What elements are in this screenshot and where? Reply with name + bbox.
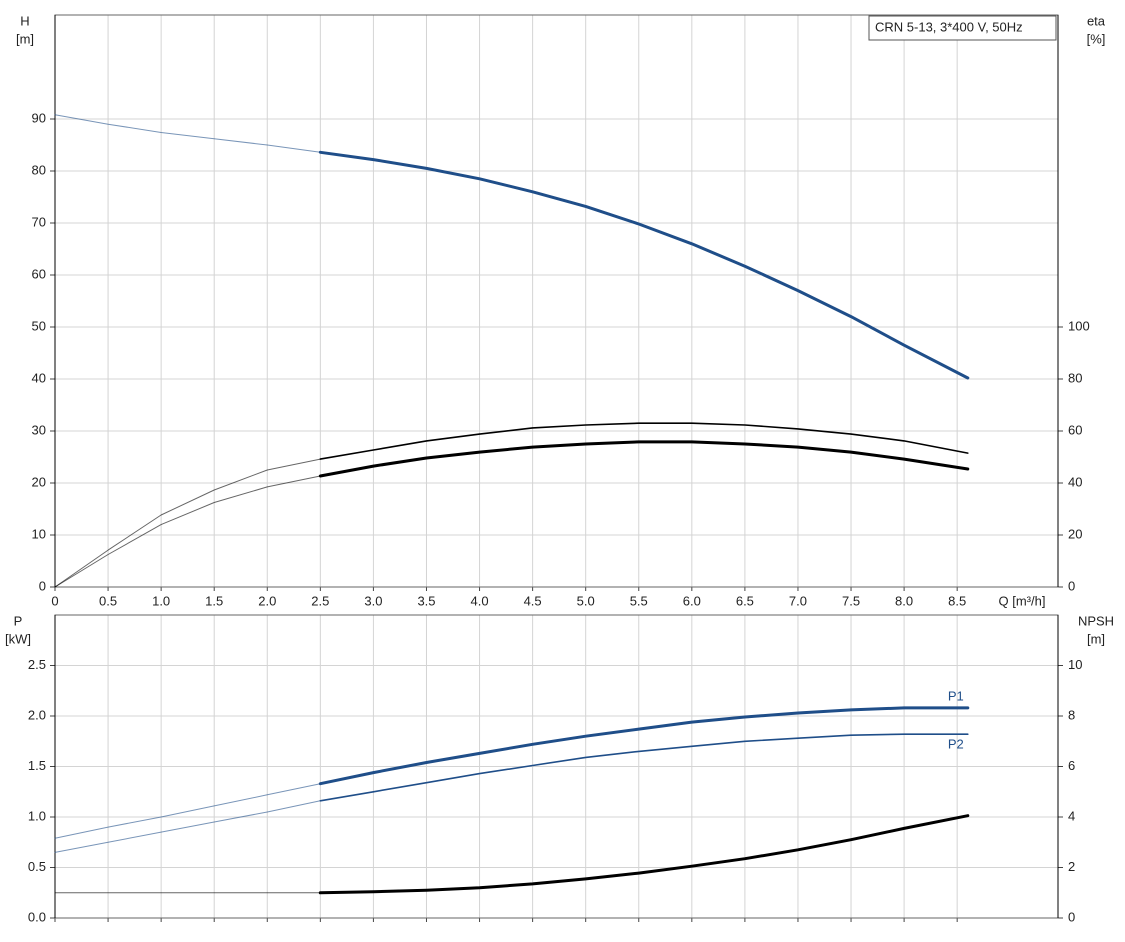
x-tick-label: 2.0 [258,593,276,608]
y-axis-label: [kW] [5,631,31,646]
y2-tick-label: 8 [1068,707,1075,722]
y-tick-label: 0.5 [28,859,46,874]
x-tick-label: 6.0 [683,593,701,608]
y2-tick-label: 80 [1068,370,1082,385]
curve-extension [54,800,321,853]
y2-tick-label: 40 [1068,474,1082,489]
x-tick-label: 2.5 [311,593,329,608]
y-tick-label: 40 [32,370,46,385]
y2-tick-label: 0 [1068,578,1075,593]
curve-extension [54,783,321,839]
x-tick-label: 1.0 [152,593,170,608]
y2-tick-label: 6 [1068,758,1075,773]
y-tick-label: 60 [32,266,46,281]
curve [318,440,970,478]
y2-tick-label: 4 [1068,808,1075,823]
curve-extension [54,114,321,153]
y-tick-label: 1.0 [28,808,46,823]
y-tick-label: 2.5 [28,657,46,672]
curve [319,733,969,802]
curve [319,422,969,460]
curve-extension [54,475,321,588]
curve-extension [54,458,321,588]
curve [318,150,970,380]
y-tick-label: 0.0 [28,909,46,924]
title-box [868,15,1057,41]
y-axis-label: H [20,13,29,28]
curve [318,814,970,895]
x-tick-label: 4.0 [471,593,489,608]
x-tick-label: 3.5 [417,593,435,608]
x-tick-label: 8.5 [948,593,966,608]
y-tick-label: 2.0 [28,707,46,722]
x-axis-label: Q [m³/h] [999,593,1046,608]
x-tick-label: 7.0 [789,593,807,608]
x-tick-label: 3.0 [364,593,382,608]
x-tick-label: 0 [51,593,58,608]
y-tick-label: 0 [39,578,46,593]
x-tick-label: 0.5 [99,593,117,608]
y-axis-label: P [14,613,23,628]
y-tick-label: 1.5 [28,758,46,773]
x-tick-label: 7.5 [842,593,860,608]
y-tick-label: 30 [32,422,46,437]
curve [318,706,970,786]
x-tick-label: 5.0 [577,593,595,608]
y-tick-label: 90 [32,110,46,125]
y2-axis-label: [m] [1087,631,1105,646]
chart-title: CRN 5-13, 3*400 V, 50Hz [875,19,1023,34]
x-tick-label: 8.0 [895,593,913,608]
x-tick-label: 1.5 [205,593,223,608]
x-tick-label: 4.5 [524,593,542,608]
series-label: P2 [948,737,964,752]
y2-tick-label: 100 [1068,318,1090,333]
y2-axis-label: eta [1087,13,1106,28]
series-label: P1 [948,688,964,703]
plot-frame [54,14,1059,588]
y-axis-label: [m] [16,31,34,46]
y-tick-label: 20 [32,474,46,489]
y-tick-label: 10 [32,526,46,541]
y2-tick-label: 10 [1068,657,1082,672]
y-tick-label: 80 [32,162,46,177]
y2-axis-label: NPSH [1078,613,1114,628]
x-tick-label: 5.5 [630,593,648,608]
y2-tick-label: 60 [1068,422,1082,437]
y2-tick-label: 20 [1068,526,1082,541]
y-tick-label: 70 [32,214,46,229]
y2-tick-label: 0 [1068,909,1075,924]
y-tick-label: 50 [32,318,46,333]
y2-tick-label: 2 [1068,859,1075,874]
x-tick-label: 6.5 [736,593,754,608]
y2-axis-label: [%] [1087,31,1106,46]
